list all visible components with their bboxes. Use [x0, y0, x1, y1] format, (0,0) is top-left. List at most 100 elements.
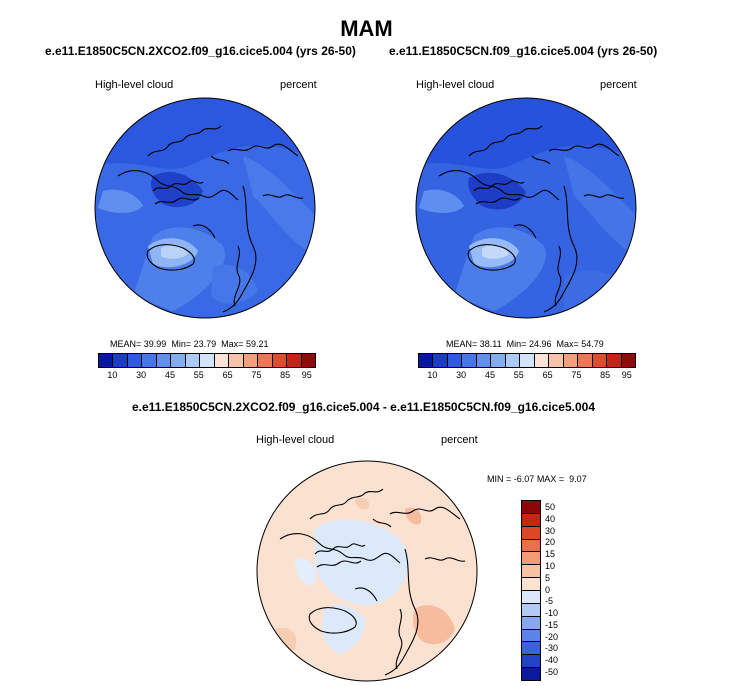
panel2-colorbar-swatch: [433, 354, 448, 367]
diff-panel-title: e.e11.E1850C5CN.2XCO2.f09_g16.cice5.004 …: [132, 400, 595, 414]
panel2-colorbar-tick-label: 65: [542, 370, 553, 380]
panel2-colorbar-swatch: [607, 354, 622, 367]
panel1-colorbar-tick-label: 55: [193, 370, 204, 380]
panel2-colorbar-swatch: [534, 354, 550, 367]
panel1-colorbar-swatch: [200, 354, 215, 367]
panel2-colorbar-tick-label: 10: [427, 370, 438, 380]
panel1-colorbar-swatch: [258, 354, 273, 367]
diff-colorbar-swatch: [522, 539, 540, 553]
panel1-colorbar-swatch: [99, 354, 114, 367]
panel2-colorbar-swatch: [491, 354, 506, 367]
diff-colorbar-tick-label: 50: [545, 502, 556, 513]
diff-colorbar-swatch: [522, 655, 540, 669]
panel2-polar-map: [415, 97, 637, 319]
panel1-max-value: 59.21: [245, 339, 269, 349]
panel2-colorbar-swatch: [462, 354, 477, 367]
diff-max-value: 9.07: [569, 474, 587, 484]
panel2-colorbar-tick-label: 95: [621, 370, 632, 380]
diff-colorbar-swatch: [522, 668, 540, 681]
panel1-colorbar-swatch: [127, 354, 143, 367]
panel2-colorbar-tick-label: 55: [513, 370, 524, 380]
diff-min-value: -6.07: [513, 474, 535, 484]
diff-colorbar-tick-label: -40: [545, 655, 559, 666]
panel1-stats: MEAN= 39.99 Min= 23.79 Max= 59.21: [110, 339, 268, 349]
diff-colorbar-swatch: [522, 552, 540, 566]
panel1-colorbar-tick-label: 75: [251, 370, 262, 380]
panel2-colorbar-tick-label: 85: [600, 370, 611, 380]
panel2-mean-value: 38.11: [479, 339, 502, 349]
panel2-colorbar-tick-label: 45: [484, 370, 496, 380]
diff-colorbar-tick-label: 40: [545, 513, 556, 524]
panel1-colorbar-tick-label: 65: [222, 370, 233, 380]
diff-colorbar-tick-label: -20: [545, 631, 559, 642]
diff-colorbar-tick-label: -5: [545, 596, 554, 607]
panel1-colorbar-tick-label: 85: [280, 370, 291, 380]
panel2-min-label: Min=: [506, 339, 527, 349]
panel1-colorbar-swatch: [156, 354, 172, 367]
panel1-colorbar-swatch: [287, 354, 302, 367]
panel1-colorbar-tick-label: 45: [164, 370, 176, 380]
panel1-title: e.e11.E1850C5CN.2XCO2.f09_g16.cice5.004 …: [45, 44, 356, 58]
diff-units-label: percent: [441, 434, 478, 446]
panel1-mean-label: MEAN=: [110, 339, 142, 349]
diff-colorbar-tick-label: 15: [545, 549, 556, 560]
panel2-colorbar-tick-label: 30: [456, 370, 467, 380]
panel2-variable-label: High-level cloud: [416, 79, 495, 91]
diff-colorbar-tick-label: -30: [545, 643, 559, 654]
panel1-colorbar-tick-label: 95: [301, 370, 312, 380]
diff-colorbar-tick-label: 20: [545, 537, 556, 548]
diff-min-label: MIN =: [487, 474, 512, 484]
panel2-colorbar-swatch: [578, 354, 593, 367]
diff-colorbar-tick-label: 0: [545, 584, 551, 595]
panel2-mean-label: MEAN=: [446, 339, 478, 349]
panel2-colorbar-swatch: [447, 354, 463, 367]
diff-colorbar-swatch: [522, 616, 540, 630]
diff-colorbar-swatch: [522, 501, 540, 514]
panel2-max-value: 54.79: [581, 339, 604, 349]
diff-colorbar-tick-label: 30: [545, 525, 556, 536]
panel1-variable-label: High-level cloud: [95, 79, 174, 91]
panel1-colorbar-swatch: [142, 354, 157, 367]
panel1-colorbar-swatch: [272, 354, 288, 367]
panel1-colorbar-tick-label: 30: [136, 370, 147, 380]
diff-colorbar-tick-label: -15: [545, 619, 559, 630]
panel1-mean-value: 39.99: [143, 339, 167, 349]
panel1-colorbar: 10 30 45 55 65 75 85 95: [98, 353, 316, 380]
panel1-min-value: 23.79: [193, 339, 217, 349]
panel1-colorbar-swatch: [229, 354, 244, 367]
diff-colorbar-swatch: [522, 642, 540, 656]
panel1-colorbar-swatch: [243, 354, 259, 367]
diff-colorbar-tick-label: 5: [545, 572, 551, 583]
panel1-colorbar-swatch: [113, 354, 128, 367]
panel1-units-label: percent: [280, 79, 317, 91]
panel1-max-label: Max=: [221, 339, 244, 349]
diff-max-label: MAX =: [536, 474, 565, 484]
panel2-title: e.e11.E1850C5CN.f09_g16.cice5.004 (yrs 2…: [389, 44, 658, 58]
panel2-colorbar-swatch: [419, 354, 434, 367]
diff-colorbar-swatch: [522, 565, 540, 579]
panel2-colorbar-swatch: [505, 354, 521, 367]
panel2-colorbar-tick-label: 75: [571, 370, 582, 380]
panel2-colorbar-swatch: [549, 354, 564, 367]
diff-colorbar-swatch: [522, 513, 540, 527]
panel2-colorbar: 10 30 45 55 65 75 85 95: [418, 353, 636, 380]
panel1-colorbar-swatch: [301, 354, 316, 367]
panel2-units-label: percent: [600, 79, 637, 91]
panel2-colorbar-swatch: [592, 354, 608, 367]
diff-colorbar-swatch: [522, 578, 540, 592]
page-title: MAM: [340, 16, 393, 41]
panel2-colorbar-swatch: [476, 354, 492, 367]
diff-stats: MIN = -6.07 MAX = 9.07: [487, 474, 587, 484]
panel2-colorbar-swatch: [520, 354, 535, 367]
diff-colorbar-tick-label: -50: [545, 666, 559, 677]
diff-colorbar-tick-label: 10: [545, 560, 556, 571]
diff-colorbar-swatch: [522, 591, 540, 604]
diff-polar-map: [256, 460, 478, 682]
diff-colorbar-tick-label: -10: [545, 608, 559, 619]
panel1-colorbar-swatch: [185, 354, 201, 367]
panel2-max-label: Max=: [556, 339, 579, 349]
panel2-colorbar-swatch: [563, 354, 579, 367]
panel2-min-value: 24.96: [528, 339, 552, 349]
panel2-stats: MEAN= 38.11 Min= 24.96 Max= 54.79: [446, 339, 604, 349]
panel2-colorbar-swatch: [621, 354, 636, 367]
